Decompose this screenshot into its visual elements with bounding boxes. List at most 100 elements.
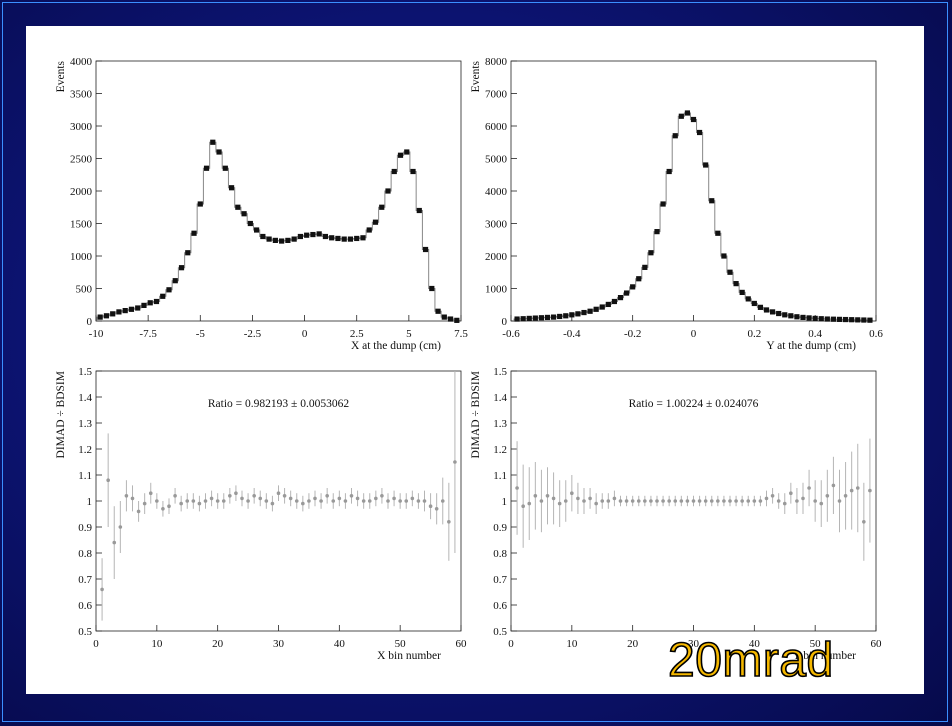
- data-point: [316, 231, 322, 237]
- data-point: [397, 152, 404, 158]
- data-point: [130, 496, 135, 501]
- data-point: [696, 129, 703, 136]
- data-point: [247, 220, 253, 227]
- data-point: [751, 300, 757, 307]
- data-point: [100, 587, 104, 592]
- data-point: [172, 278, 178, 284]
- data-point: [216, 149, 222, 155]
- y-tick-label: 1.3: [493, 418, 507, 430]
- data-point: [410, 496, 415, 501]
- data-point: [282, 494, 287, 498]
- y-tick-label: 0.8: [78, 548, 92, 560]
- data-point: [279, 238, 285, 244]
- data-point: [272, 237, 278, 243]
- data-point: [830, 316, 837, 322]
- data-point: [709, 198, 715, 204]
- data-point: [252, 494, 256, 498]
- data-point: [824, 316, 830, 322]
- data-point: [97, 314, 103, 320]
- data-point: [167, 504, 171, 509]
- x-tick-label: -0.4: [563, 328, 581, 340]
- data-point: [173, 494, 177, 498]
- x-tick-label: 0.6: [869, 328, 883, 340]
- data-point: [322, 233, 329, 240]
- data-point: [301, 501, 305, 506]
- y-tick-label: 1.4: [493, 392, 507, 404]
- y-tick-label: 1.2: [78, 444, 92, 456]
- data-point: [605, 301, 611, 308]
- data-point: [544, 314, 551, 321]
- data-point: [166, 287, 172, 293]
- data-point: [128, 306, 135, 312]
- y-tick-label: 0.7: [78, 574, 92, 586]
- data-point: [757, 304, 764, 310]
- y-tick-label: 1: [87, 496, 93, 508]
- data-point: [800, 314, 806, 321]
- y-tick-label: 1000: [485, 284, 508, 296]
- data-point: [818, 316, 824, 322]
- data-point: [789, 491, 793, 496]
- data-point: [313, 496, 317, 501]
- y-tick-label: 0.8: [493, 548, 507, 560]
- data-point: [441, 314, 447, 320]
- data-point: [795, 499, 799, 503]
- data-point: [141, 302, 147, 308]
- data-point: [266, 236, 272, 242]
- y-tick-label: 7000: [485, 89, 508, 101]
- y-axis-label: DIMAD ÷ BDSIM: [470, 371, 482, 458]
- data-point: [285, 237, 291, 243]
- y-tick-label: 1000: [70, 251, 93, 263]
- data-point: [666, 168, 672, 175]
- data-point: [679, 499, 684, 503]
- data-point: [246, 499, 250, 503]
- data-point: [360, 235, 366, 241]
- chart-title: Ratio = 0.982193 ± 0.0053062: [208, 398, 349, 410]
- y-axis-label: Events: [55, 60, 67, 92]
- chart-1: -10 -7.5 -5 -2.5 0 2.5 5 7.5 0 500 1000 1500 2000 250…: [55, 56, 468, 352]
- data-point: [673, 499, 678, 503]
- y-tick-label: 0: [502, 316, 508, 328]
- data-point: [740, 499, 744, 503]
- data-point: [801, 496, 805, 501]
- data-point: [385, 188, 391, 194]
- data-point: [422, 246, 429, 253]
- data-point: [557, 313, 563, 320]
- data-point: [367, 499, 372, 503]
- data-point: [776, 310, 782, 317]
- data-point: [337, 496, 342, 501]
- data-point: [135, 305, 141, 311]
- data-point: [148, 491, 153, 496]
- chart-3: 0 10 20 30 40 50 60 0.5 0.6 0.7 0.8 0.9 1 1.1 1.2 1.3 1.…: [55, 366, 467, 662]
- data-point: [617, 295, 624, 301]
- x-tick-label: 5: [406, 328, 412, 340]
- data-point: [690, 116, 697, 123]
- data-point: [739, 289, 745, 295]
- data-point: [264, 499, 269, 503]
- data-point: [745, 296, 751, 302]
- y-tick-label: 4000: [485, 186, 508, 198]
- data-point: [624, 499, 629, 503]
- data-point: [588, 496, 592, 501]
- data-point: [600, 499, 605, 503]
- x-tick-label: -0.6: [502, 328, 520, 340]
- data-point: [587, 308, 593, 314]
- data-point: [380, 494, 384, 498]
- data-point: [307, 499, 311, 503]
- data-point: [825, 494, 830, 498]
- data-point: [366, 227, 372, 233]
- plot-frame: [510, 60, 877, 322]
- data-point: [428, 504, 433, 509]
- y-tick-label: 1.1: [78, 470, 92, 482]
- x-tick-label: 10: [151, 638, 163, 650]
- y-tick-label: 2000: [485, 251, 508, 263]
- data-point: [623, 290, 630, 296]
- x-tick-label: -10: [89, 328, 104, 340]
- data-point: [454, 317, 460, 323]
- chart-4: 0 10 20 30 40 50 60 0.5 0.6 0.7 0.8 0.9 1 1.1 1.2 1.3 1.…: [470, 366, 882, 662]
- y-tick-label: 0.5: [493, 626, 507, 638]
- data-point: [161, 507, 165, 511]
- data-point: [254, 227, 260, 233]
- data-point: [112, 540, 117, 545]
- data-point: [667, 499, 671, 503]
- y-tick-label: 1.1: [493, 470, 507, 482]
